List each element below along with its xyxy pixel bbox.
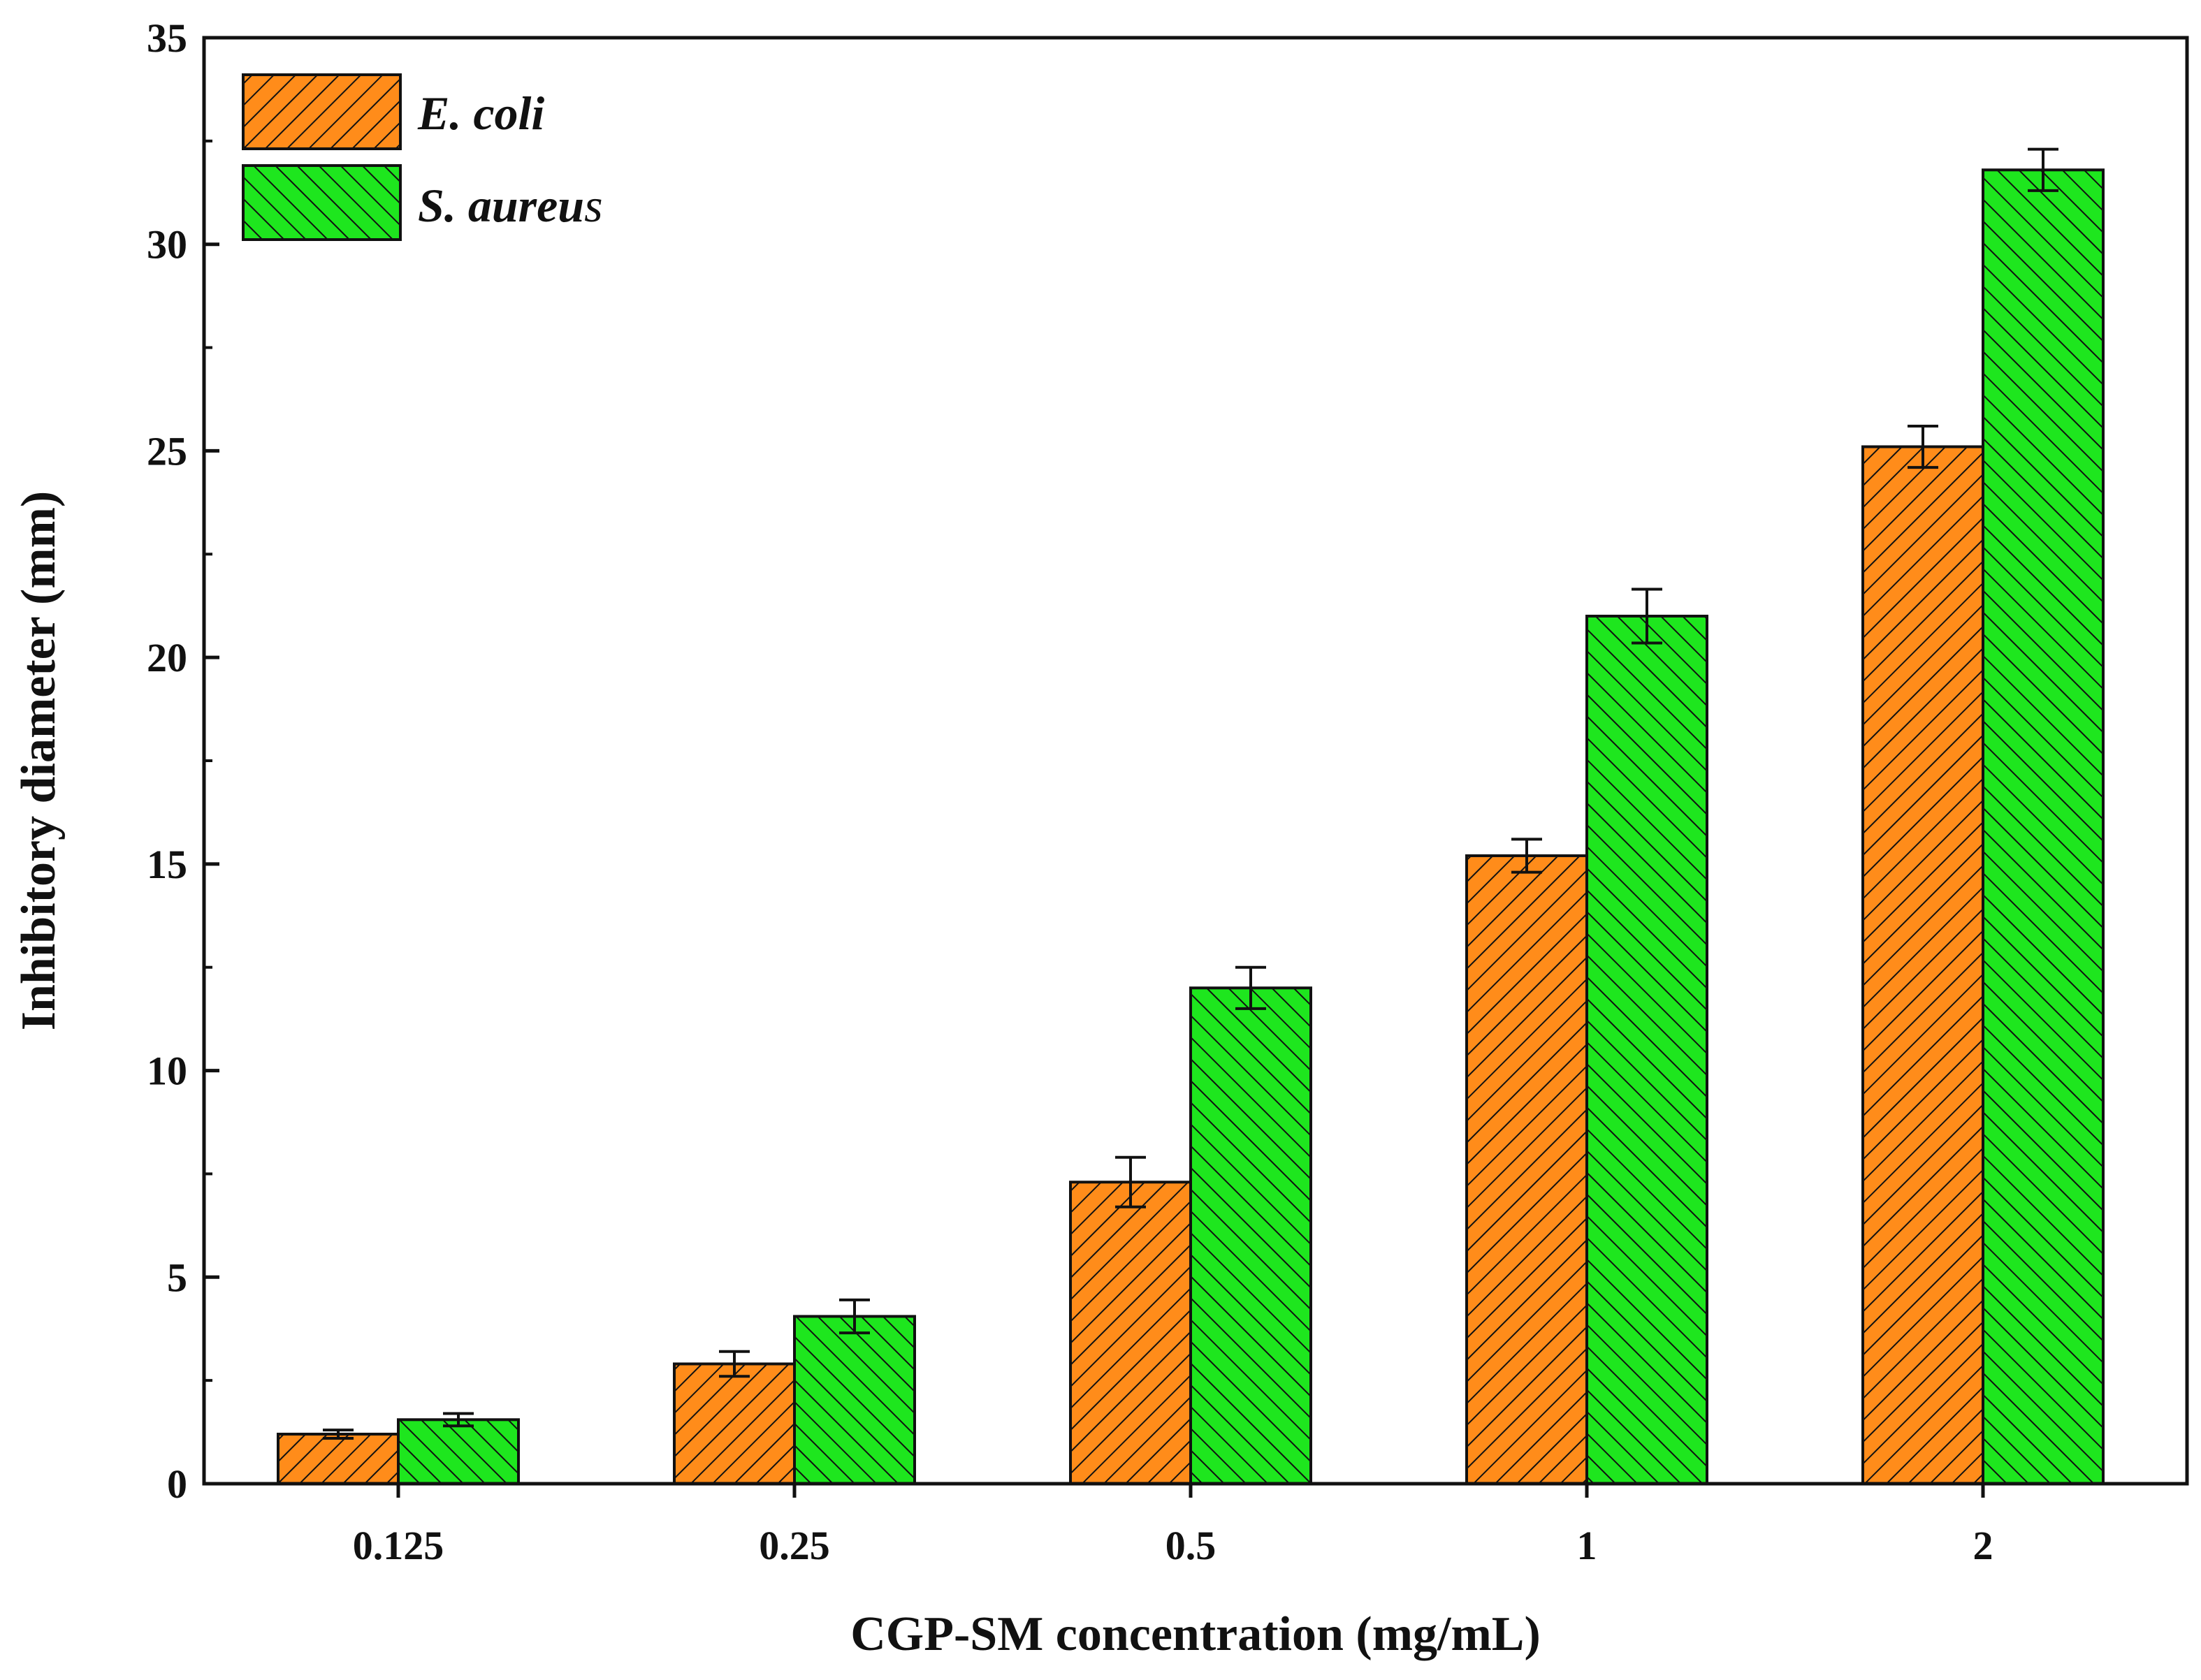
legend-swatch-e-coli bbox=[242, 73, 402, 150]
error-bar-s-aureus-2 bbox=[2028, 147, 2058, 192]
error-bar-e-coli-1 bbox=[1511, 838, 1542, 874]
error-bar-e-coli-2 bbox=[1908, 424, 1938, 469]
error-bar-s-aureus-0.125 bbox=[443, 1412, 474, 1428]
x-tick-label: 0.25 bbox=[759, 1523, 830, 1568]
x-tick-label: 0.5 bbox=[1165, 1523, 1216, 1568]
x-axis: 0.125 0.25 0.5 1 2 bbox=[353, 1484, 1993, 1568]
bar-s-aureus-0.25 bbox=[793, 1315, 916, 1485]
error-bar-s-aureus-0.25 bbox=[839, 1298, 870, 1335]
error-bar-e-coli-0.5 bbox=[1115, 1155, 1146, 1208]
y-tick-label: 25 bbox=[147, 428, 187, 474]
y-tick-label: 20 bbox=[147, 635, 187, 680]
bars-layer bbox=[277, 168, 2105, 1486]
x-tick-label: 1 bbox=[1577, 1523, 1597, 1568]
bar-e-coli-0.125 bbox=[277, 1433, 400, 1485]
y-tick-label: 35 bbox=[147, 15, 187, 61]
bar-s-aureus-0.5 bbox=[1189, 986, 1312, 1486]
legend-swatch-s-aureus bbox=[242, 164, 402, 241]
legend: E. coli S. aureus bbox=[242, 73, 603, 241]
error-bar-e-coli-0.25 bbox=[719, 1350, 750, 1378]
y-axis: 0 5 10 15 20 25 30 35 bbox=[147, 15, 219, 1507]
bar-e-coli-0.25 bbox=[673, 1362, 796, 1485]
error-bar-e-coli-0.125 bbox=[323, 1429, 354, 1440]
error-bar-s-aureus-1 bbox=[1632, 587, 1662, 645]
x-tick-label: 0.125 bbox=[353, 1523, 444, 1568]
y-tick-label: 10 bbox=[147, 1049, 187, 1094]
y-axis-title: Inhibitory diameter (mm) bbox=[12, 491, 66, 1031]
y-tick-label: 0 bbox=[167, 1461, 187, 1507]
bar-e-coli-0.5 bbox=[1069, 1181, 1192, 1486]
error-bars-layer bbox=[323, 147, 2058, 1440]
bar-e-coli-2 bbox=[1861, 445, 1984, 1485]
error-bar-s-aureus-0.5 bbox=[1235, 965, 1266, 1010]
bar-s-aureus-1 bbox=[1585, 615, 1708, 1485]
y-tick-label: 5 bbox=[167, 1255, 187, 1300]
bar-s-aureus-0.125 bbox=[397, 1418, 520, 1486]
legend-label-s-aureus: S. aureus bbox=[418, 179, 603, 232]
bar-s-aureus-2 bbox=[1982, 168, 2105, 1485]
x-axis-title: CGP-SM concentration (mg/mL) bbox=[850, 1607, 1541, 1661]
y-tick-label: 15 bbox=[147, 842, 187, 887]
bar-e-coli-1 bbox=[1465, 854, 1588, 1485]
y-tick-label: 30 bbox=[147, 222, 187, 268]
x-tick-label: 2 bbox=[1973, 1523, 1993, 1568]
legend-label-e-coli: E. coli bbox=[417, 87, 544, 140]
